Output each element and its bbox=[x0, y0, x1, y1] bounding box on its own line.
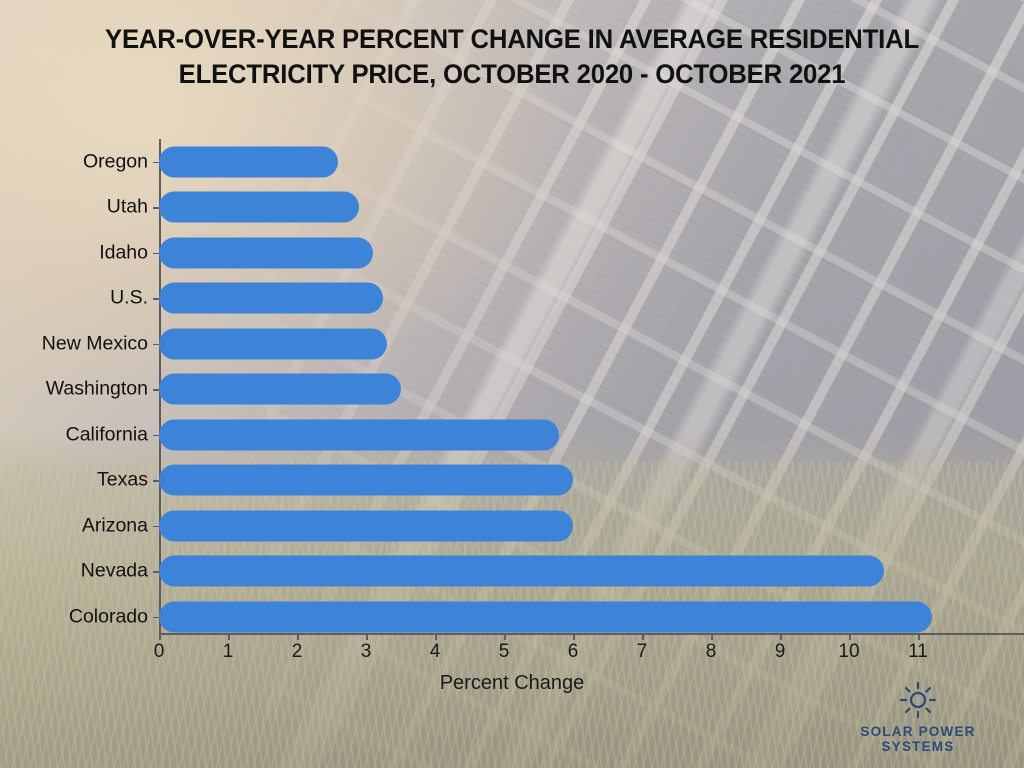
y-axis-tick-mark bbox=[153, 525, 159, 527]
bar bbox=[159, 419, 560, 450]
chart-title-line-2: ELECTRICITY PRICE, OCTOBER 2020 - OCTOBE… bbox=[178, 59, 846, 90]
x-axis-tick-mark bbox=[504, 634, 506, 640]
x-axis-tick-mark bbox=[159, 634, 161, 640]
y-axis-tick-mark bbox=[153, 616, 159, 618]
brand-logo: SOLAR POWER SYSTEMS bbox=[830, 680, 1006, 754]
x-axis-tick-mark bbox=[780, 634, 782, 640]
y-axis-tick-label: Washington bbox=[45, 377, 148, 400]
bar bbox=[159, 237, 373, 268]
x-axis-tick-mark bbox=[849, 634, 851, 640]
y-axis-tick-label: Arizona bbox=[81, 514, 148, 536]
x-axis-title: Percent Change bbox=[439, 672, 585, 694]
y-axis-tick-mark bbox=[153, 389, 159, 391]
brand-name: SOLAR POWER SYSTEMS bbox=[860, 724, 976, 754]
x-axis-line bbox=[159, 633, 1024, 635]
y-axis-tick-label: Texas bbox=[97, 468, 148, 491]
sun-icon bbox=[899, 681, 937, 719]
y-axis-tick-label: Nevada bbox=[80, 559, 148, 582]
x-axis-tick-label: 9 bbox=[774, 641, 786, 662]
y-axis-tick-mark bbox=[153, 480, 159, 482]
x-axis-tick-label: 10 bbox=[838, 641, 860, 662]
x-axis-tick-label: 0 bbox=[153, 641, 165, 662]
bar bbox=[159, 146, 339, 177]
bar bbox=[159, 555, 884, 587]
x-axis-tick-label: 4 bbox=[429, 641, 441, 662]
y-axis-tick-label: Utah bbox=[106, 195, 148, 218]
x-axis-tick-mark bbox=[918, 634, 920, 640]
bar bbox=[159, 328, 387, 359]
y-axis-tick-label: New Mexico bbox=[41, 332, 148, 354]
bar bbox=[159, 373, 401, 405]
x-axis-tick-mark bbox=[711, 634, 713, 640]
y-axis-tick-label: Idaho bbox=[99, 241, 148, 263]
y-axis-tick-label: U.S. bbox=[110, 286, 148, 309]
y-axis-tick-mark bbox=[153, 207, 159, 209]
x-axis-tick-mark bbox=[228, 634, 230, 640]
x-axis-tick-label: 1 bbox=[222, 641, 234, 662]
x-axis-tick-label: 5 bbox=[498, 641, 510, 662]
x-axis-tick-mark bbox=[435, 634, 437, 640]
chart-title-line-1: YEAR-OVER-YEAR PERCENT CHANGE IN AVERAGE… bbox=[105, 24, 919, 54]
bar bbox=[159, 282, 384, 314]
y-axis-tick-mark bbox=[153, 434, 159, 436]
y-axis-tick-mark bbox=[153, 161, 159, 163]
y-axis-tick-label: Colorado bbox=[68, 605, 148, 627]
y-axis-tick-mark bbox=[153, 298, 159, 300]
x-axis-tick-label: 8 bbox=[705, 641, 717, 662]
y-axis-tick-label: Oregon bbox=[82, 150, 148, 172]
x-axis-tick-label: 3 bbox=[360, 641, 372, 662]
x-axis-tick-label: 11 bbox=[908, 641, 928, 662]
y-axis-tick-mark bbox=[153, 571, 159, 573]
x-axis-tick-label: 2 bbox=[291, 641, 303, 662]
bar bbox=[159, 601, 932, 632]
y-axis-tick-label: California bbox=[65, 423, 148, 445]
y-axis-tick-mark bbox=[153, 252, 159, 254]
chart-title: YEAR-OVER-YEAR PERCENT CHANGE IN AVERAGE… bbox=[15, 22, 1008, 92]
x-axis-tick-mark bbox=[297, 634, 299, 640]
bar bbox=[159, 464, 573, 496]
y-axis-tick-mark bbox=[153, 343, 159, 345]
bar bbox=[159, 191, 360, 223]
x-axis-tick-mark bbox=[366, 634, 368, 640]
x-axis-tick-label: 7 bbox=[636, 641, 648, 662]
x-axis-tick-mark bbox=[573, 634, 575, 640]
x-axis-tick-label: 6 bbox=[567, 641, 579, 662]
x-axis-tick-mark bbox=[642, 634, 644, 640]
bar bbox=[159, 510, 573, 541]
